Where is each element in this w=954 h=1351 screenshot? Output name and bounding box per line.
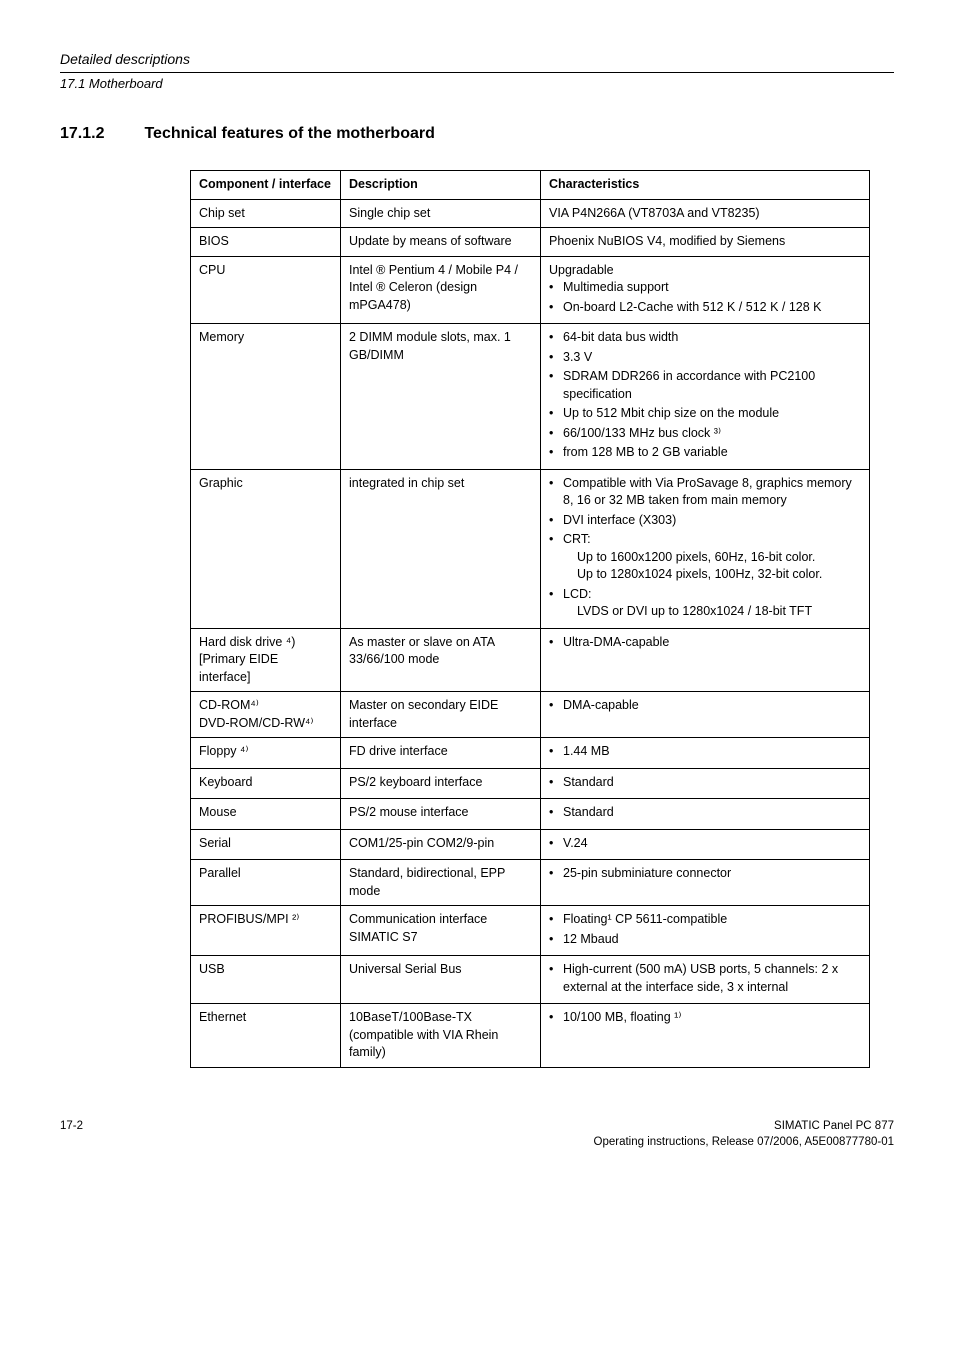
table-row: BIOSUpdate by means of softwarePhoenix N… — [191, 228, 870, 257]
list-item: 10/100 MB, floating ¹⁾ — [549, 1009, 861, 1027]
table-row: Ethernet10BaseT/100Base-TX (compatible w… — [191, 1004, 870, 1068]
cell-description: Intel ® Pentium 4 / Mobile P4 / Intel ® … — [341, 256, 541, 324]
cell-description: Single chip set — [341, 199, 541, 228]
cell-description: Standard, bidirectional, EPP mode — [341, 860, 541, 906]
cell-description: Master on secondary EIDE interface — [341, 692, 541, 738]
cell-component: CD-ROM⁴⁾ DVD-ROM/CD-RW⁴⁾ — [191, 692, 341, 738]
list-item: Compatible with Via ProSavage 8, graphic… — [549, 475, 861, 510]
cell-characteristics: 10/100 MB, floating ¹⁾ — [541, 1004, 870, 1068]
list-item: Up to 512 Mbit chip size on the module — [549, 405, 861, 423]
list-item: Ultra-DMA-capable — [549, 634, 861, 652]
cell-description: PS/2 mouse interface — [341, 799, 541, 830]
th-description: Description — [341, 171, 541, 200]
cell-description: Update by means of software — [341, 228, 541, 257]
section-title-text: Technical features of the motherboard — [144, 125, 434, 142]
cell-characteristics: UpgradableMultimedia supportOn-board L2-… — [541, 256, 870, 324]
list-item: 64-bit data bus width — [549, 329, 861, 347]
cell-component: Serial — [191, 829, 341, 860]
cell-component: Memory — [191, 324, 341, 470]
cell-description: FD drive interface — [341, 738, 541, 769]
spec-table: Component / interface Description Charac… — [190, 170, 870, 1068]
cell-characteristics: V.24 — [541, 829, 870, 860]
list-item: Standard — [549, 804, 861, 822]
list-item: 25-pin subminiature connector — [549, 865, 861, 883]
cell-component: Hard disk drive ⁴) [Primary EIDE interfa… — [191, 628, 341, 692]
list-item: Standard — [549, 774, 861, 792]
cell-characteristics: Compatible with Via ProSavage 8, graphic… — [541, 469, 870, 628]
cell-component: Floppy ⁴⁾ — [191, 738, 341, 769]
cell-characteristics: Standard — [541, 799, 870, 830]
section-number: 17.1.2 — [60, 123, 140, 145]
cell-characteristics: 1.44 MB — [541, 738, 870, 769]
cell-characteristics: 25-pin subminiature connector — [541, 860, 870, 906]
cell-characteristics: Standard — [541, 768, 870, 799]
cell-characteristics: 64-bit data bus width 3.3 VSDRAM DDR266 i… — [541, 324, 870, 470]
table-header-row: Component / interface Description Charac… — [191, 171, 870, 200]
list-item: High-current (500 mA) USB ports, 5 chann… — [549, 961, 861, 996]
table-row: Floppy ⁴⁾FD drive interface 1.44 MB — [191, 738, 870, 769]
list-item: DVI interface (X303) — [549, 512, 861, 530]
cell-component: USB — [191, 956, 341, 1004]
cell-component: Graphic — [191, 469, 341, 628]
page-footer: 17-2 SIMATIC Panel PC 877 Operating inst… — [60, 1118, 894, 1150]
footer-line2: Operating instructions, Release 07/2006,… — [594, 1134, 895, 1150]
cell-component: PROFIBUS/MPI ²⁾ — [191, 906, 341, 956]
cell-description: PS/2 keyboard interface — [341, 768, 541, 799]
cell-characteristics: DMA-capable — [541, 692, 870, 738]
page-header-subtitle: 17.1 Motherboard — [60, 75, 894, 93]
list-item: Floating¹ CP 5611-compatible — [549, 911, 861, 929]
footer-line1: SIMATIC Panel PC 877 — [594, 1118, 895, 1134]
table-row: Hard disk drive ⁴) [Primary EIDE interfa… — [191, 628, 870, 692]
list-item: CRT:Up to 1600x1200 pixels, 60Hz, 16-bit… — [549, 531, 861, 584]
cell-characteristics: High-current (500 mA) USB ports, 5 chann… — [541, 956, 870, 1004]
cell-characteristics: Floating¹ CP 5611-compatible 12 Mbaud — [541, 906, 870, 956]
th-characteristics: Characteristics — [541, 171, 870, 200]
cell-description: integrated in chip set — [341, 469, 541, 628]
cell-component: Chip set — [191, 199, 341, 228]
cell-description: As master or slave on ATA 33/66/100 mode — [341, 628, 541, 692]
cell-description: 2 DIMM module slots, max. 1 GB/DIMM — [341, 324, 541, 470]
cell-description: Communication interface SIMATIC S7 — [341, 906, 541, 956]
th-component: Component / interface — [191, 171, 341, 200]
list-item: DMA-capable — [549, 697, 861, 715]
cell-description: 10BaseT/100Base-TX (compatible with VIA … — [341, 1004, 541, 1068]
cell-characteristics: Phoenix NuBIOS V4, modified by Siemens — [541, 228, 870, 257]
table-row: Chip setSingle chip setVIA P4N266A (VT87… — [191, 199, 870, 228]
table-row: USBUniversal Serial BusHigh-current (500… — [191, 956, 870, 1004]
cell-component: Mouse — [191, 799, 341, 830]
cell-description: COM1/25-pin COM2/9-pin — [341, 829, 541, 860]
list-item: V.24 — [549, 835, 861, 853]
list-item: LCD:LVDS or DVI up to 1280x1024 / 18-bit… — [549, 586, 861, 621]
table-row: KeyboardPS/2 keyboard interface Standard — [191, 768, 870, 799]
table-row: PROFIBUS/MPI ²⁾Communication interface S… — [191, 906, 870, 956]
table-row: Memory2 DIMM module slots, max. 1 GB/DIM… — [191, 324, 870, 470]
cell-description: Universal Serial Bus — [341, 956, 541, 1004]
list-item: 3.3 V — [549, 349, 861, 367]
cell-component: Ethernet — [191, 1004, 341, 1068]
page-header-title: Detailed descriptions — [60, 50, 894, 73]
cell-component: BIOS — [191, 228, 341, 257]
footer-page-number: 17-2 — [60, 1118, 83, 1150]
cell-component: Keyboard — [191, 768, 341, 799]
cell-characteristics: VIA P4N266A (VT8703A and VT8235) — [541, 199, 870, 228]
cell-characteristics: Ultra-DMA-capable — [541, 628, 870, 692]
table-row: MousePS/2 mouse interface Standard — [191, 799, 870, 830]
list-item: Multimedia support — [549, 279, 861, 297]
cell-component: CPU — [191, 256, 341, 324]
table-row: Graphicintegrated in chip setCompatible … — [191, 469, 870, 628]
table-row: CD-ROM⁴⁾ DVD-ROM/CD-RW⁴⁾Master on second… — [191, 692, 870, 738]
cell-component: Parallel — [191, 860, 341, 906]
list-item: On-board L2-Cache with 512 K / 512 K / 1… — [549, 299, 861, 317]
list-item: 66/100/133 MHz bus clock ³⁾ — [549, 425, 861, 443]
table-row: CPUIntel ® Pentium 4 / Mobile P4 / Intel… — [191, 256, 870, 324]
table-row: ParallelStandard, bidirectional, EPP mod… — [191, 860, 870, 906]
list-item: from 128 MB to 2 GB variable — [549, 444, 861, 462]
list-item: 12 Mbaud — [549, 931, 861, 949]
section-heading: 17.1.2 Technical features of the motherb… — [60, 123, 894, 145]
table-row: SerialCOM1/25-pin COM2/9-pin V.24 — [191, 829, 870, 860]
list-item: SDRAM DDR266 in accordance with PC2100 s… — [549, 368, 861, 403]
list-item: 1.44 MB — [549, 743, 861, 761]
